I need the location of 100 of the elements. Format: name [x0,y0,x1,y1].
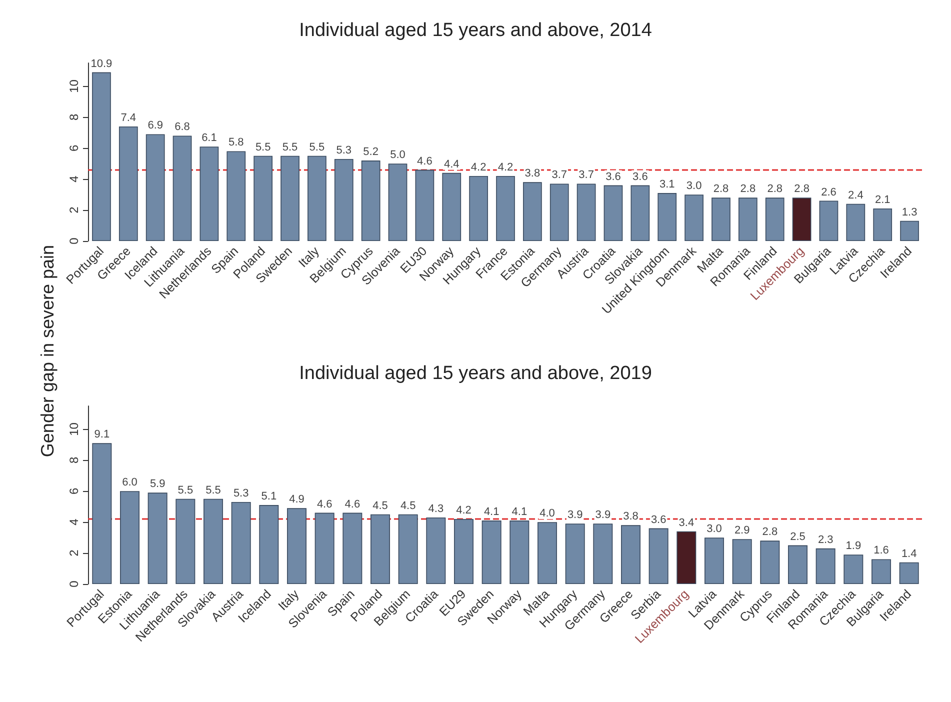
data-label: 2.1 [874,194,890,206]
bar [334,158,354,241]
bar [621,525,640,584]
data-label: 3.6 [606,170,621,183]
data-label: 4.2 [498,161,514,174]
data-label: 5.5 [255,141,271,154]
bar [712,198,730,241]
y-tick-label: 8 [67,114,81,121]
data-label: 1.9 [846,540,862,552]
data-label: 1.3 [902,206,918,218]
data-label: 3.7 [578,169,594,182]
data-label: 6.8 [174,121,190,134]
bar [482,520,502,584]
data-label: 2.8 [767,183,783,196]
bar [576,184,596,241]
data-label: 2.3 [818,534,834,546]
bar [899,562,919,584]
data-label: 4.3 [428,502,444,515]
bar [146,134,165,241]
data-label: 4.5 [372,500,388,512]
bar [361,160,380,241]
bar [900,220,919,241]
data-label: 4.6 [344,498,360,510]
data-label: 5.2 [363,146,378,158]
bar [287,508,306,584]
bar [844,554,864,584]
data-label: 3.8 [524,168,540,180]
y-tick-label: 10 [67,79,81,93]
data-label: 2.9 [734,524,750,537]
data-label: 4.5 [400,500,416,512]
data-label: 2.5 [790,530,806,543]
data-label: 3.0 [706,523,722,536]
bar [254,156,273,241]
bar [259,505,279,584]
bar [630,185,650,241]
data-label: 4.2 [470,161,486,174]
bar [648,528,668,584]
bar [872,559,891,584]
data-label: 3.8 [623,510,638,523]
data-label: 5.3 [233,487,249,500]
data-label: 4.1 [512,506,528,518]
bar [684,194,704,241]
data-label: 2.8 [794,183,810,196]
data-label: 5.5 [178,484,194,496]
data-label: 2.8 [762,526,778,538]
bar [454,518,474,584]
bar [415,170,434,241]
y-tick-label: 0 [67,580,81,588]
bar [92,443,112,584]
bar [765,198,784,241]
bar [118,126,138,241]
data-label: 7.4 [120,112,136,124]
bar [593,524,613,584]
bar [510,520,530,584]
data-label: 3.4 [678,516,694,529]
bar [204,498,223,584]
y-tick-label: 4 [67,175,81,182]
bar [658,193,677,241]
data-label: 4.1 [484,506,500,518]
data-label: 1.4 [901,548,917,560]
data-label: 5.5 [206,484,221,496]
data-label: 3.0 [686,180,702,192]
data-label: 4.2 [456,504,472,516]
bar [565,524,585,584]
y-tick-label: 10 [67,422,81,436]
y-tick-label: 2 [67,206,81,214]
bar [732,539,752,584]
data-label: 9.1 [94,428,110,441]
data-label: 10.9 [90,58,112,70]
data-label: 2.8 [713,183,729,196]
bar [342,512,362,584]
bar [314,512,334,584]
data-label: 5.1 [261,490,277,503]
y-tick-label: 6 [67,487,81,494]
bar [469,176,488,241]
data-label: 3.1 [659,178,675,191]
bar [120,491,140,584]
y-tick-label: 2 [67,549,81,556]
bar [370,514,390,584]
bar [538,522,557,584]
data-label: 6.9 [148,120,163,132]
bar [816,548,836,584]
bar [873,208,892,241]
data-label: 2.8 [740,183,756,196]
data-label: 3.6 [650,514,666,526]
data-label: 6.1 [202,132,217,144]
data-label: 4.6 [417,155,432,168]
data-label: 3.7 [552,169,568,182]
data-label: 4.0 [540,508,555,520]
bar [200,146,219,241]
data-label: 5.9 [150,478,166,490]
bar [308,156,326,241]
bar [792,198,812,241]
data-label: 1.6 [874,544,889,557]
bar [226,151,246,241]
bar [760,540,780,584]
data-label: 5.3 [336,144,352,156]
bar [172,136,192,241]
bar [426,517,446,584]
data-label: 4.6 [316,498,332,510]
